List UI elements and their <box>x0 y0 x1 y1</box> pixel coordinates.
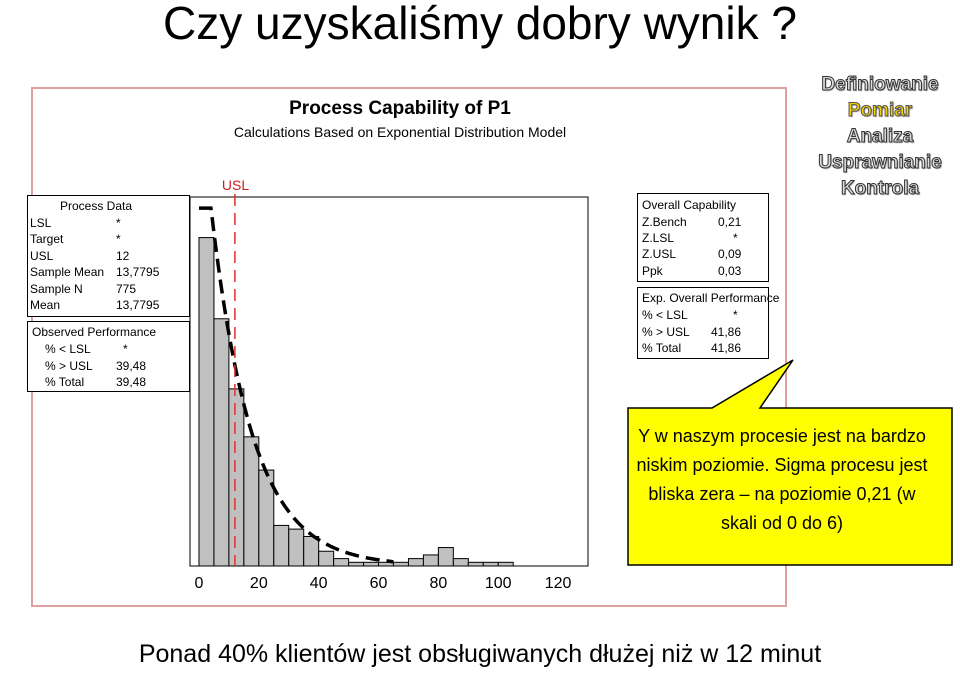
callout-bubble <box>627 359 953 566</box>
slide-footer: Ponad 40% klientów jest obsługiwanych dł… <box>138 640 822 668</box>
exp-row-label: % Total <box>642 341 682 355</box>
exp-performance-header: Exp. Overall Performance <box>642 291 780 305</box>
exp-row-value: * <box>733 308 738 322</box>
process-row-value: 12 <box>116 249 130 263</box>
process-row-label: Mean <box>30 298 61 312</box>
observed-performance-box: Observed Performance % < LSL * % > USL 3… <box>27 321 190 392</box>
exponential-fit-curve <box>199 206 394 564</box>
exp-performance-box: Exp. Overall Performance % < LSL * % > U… <box>637 287 779 359</box>
stage-usprawnianie: Usprawnianie <box>818 152 943 174</box>
slide-title: Czy uzyskaliśmy dobry wynik ? <box>163 0 797 49</box>
process-data-box: Process Data LSL * Target * USL 12 Sampl… <box>27 195 190 317</box>
dmaic-stage-list: Definiowanie Pomiar Analiza Usprawnianie… <box>800 72 960 202</box>
process-data-header: Process Data <box>60 199 133 213</box>
overall-capability-box: Overall Capability Z.Bench 0,21 Z.LSL * … <box>637 193 769 282</box>
histogram-bar <box>437 547 454 567</box>
observed-performance-header: Observed Performance <box>32 325 157 339</box>
usl-label: USL <box>222 177 249 193</box>
x-tick-label: 20 <box>250 575 268 592</box>
stage-analiza: Analiza <box>846 126 914 148</box>
process-row-value: 13,7795 <box>116 265 160 279</box>
capability-row-value: 0,03 <box>718 264 742 278</box>
x-tick-label: 100 <box>485 575 512 592</box>
stage-pomiar: Pomiar <box>847 100 913 122</box>
process-row-label: Sample Mean <box>30 265 105 279</box>
observed-row-value: * <box>123 342 128 356</box>
exp-row-label: % < LSL <box>642 308 688 322</box>
x-tick-label: 40 <box>310 575 328 592</box>
observed-row-label: % > USL <box>45 359 93 373</box>
x-tick-label: 80 <box>429 575 447 592</box>
stage-definiowanie: Definiowanie <box>821 74 939 96</box>
process-row-value: * <box>116 232 121 246</box>
stage-kontrola: Kontrola <box>840 178 920 200</box>
capability-row-label: Z.LSL <box>642 231 675 245</box>
exp-row-value: 41,86 <box>711 341 742 355</box>
callout-text: Y w naszym procesie jest na bardzo niski… <box>636 426 928 533</box>
capability-row-label: Z.Bench <box>642 215 687 229</box>
observed-row-value: 39,48 <box>116 375 147 389</box>
process-row-value: * <box>116 216 121 230</box>
x-tick-label: 60 <box>370 575 388 592</box>
observed-row-label: % < LSL <box>45 342 91 356</box>
chart-subtitle: Calculations Based on Exponential Distri… <box>233 124 567 140</box>
process-row-value: 13,7795 <box>116 298 160 312</box>
x-tick-label: 120 <box>545 575 572 592</box>
x-tick-label: 0 <box>195 575 204 592</box>
observed-row-label: % Total <box>45 375 85 389</box>
histogram-bar <box>497 561 514 567</box>
process-row-label: LSL <box>30 216 52 230</box>
capability-row-value: * <box>733 231 738 245</box>
capability-row-value: 0,09 <box>718 247 742 261</box>
process-row-label: Sample N <box>30 282 83 296</box>
process-row-label: Target <box>30 232 64 246</box>
chart-title: Process Capability of P1 <box>289 98 511 119</box>
process-row-value: 775 <box>116 282 137 296</box>
capability-row-label: Ppk <box>642 264 663 278</box>
exp-row-label: % > USL <box>642 325 690 339</box>
capability-row-value: 0,21 <box>718 215 742 229</box>
process-row-label: USL <box>30 249 54 263</box>
overall-capability-header: Overall Capability <box>642 198 737 212</box>
observed-row-value: 39,48 <box>116 359 147 373</box>
capability-row-label: Z.USL <box>642 247 677 261</box>
exp-row-value: 41,86 <box>711 325 742 339</box>
